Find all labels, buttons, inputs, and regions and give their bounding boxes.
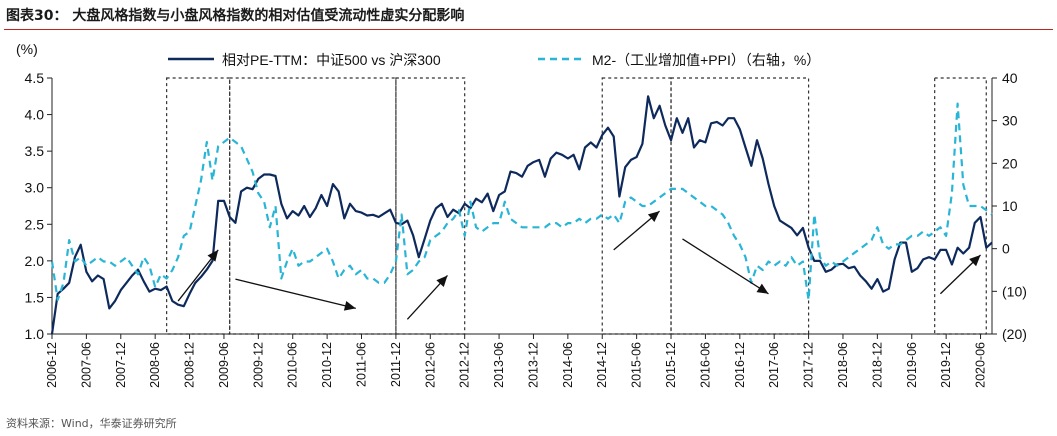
trend-arrow-head bbox=[207, 249, 219, 262]
x-tick-label: 2015-12 bbox=[664, 342, 678, 388]
trend-arrow-head bbox=[756, 283, 769, 294]
x-tick-label: 2008-12 bbox=[183, 342, 197, 388]
x-tick-label: 2012-12 bbox=[458, 342, 472, 388]
x-tick-label: 2011-06 bbox=[355, 342, 369, 387]
x-tick-label: 2007-06 bbox=[79, 342, 93, 388]
highlight-box bbox=[229, 77, 397, 335]
title-rule bbox=[4, 29, 1053, 30]
x-tick-label: 2013-06 bbox=[492, 342, 506, 388]
trend-arrow-head bbox=[647, 211, 660, 223]
y-left-unit-label: (%) bbox=[16, 41, 38, 57]
series-lines bbox=[50, 95, 993, 335]
x-tick-label: 2014-06 bbox=[561, 342, 575, 388]
figure-title: 图表30： 大盘风格指数与小盘风格指数的相对估值受流动性虚实分配影响 bbox=[6, 8, 465, 24]
trend-arrow-line bbox=[235, 278, 356, 310]
x-tick-label: 2017-12 bbox=[802, 342, 816, 388]
x-tick-label: 2013-12 bbox=[526, 342, 540, 388]
x-tick-label: 2014-12 bbox=[595, 342, 609, 388]
x-tick-label: 2016-12 bbox=[733, 342, 747, 388]
y-right-tick-label: 20 bbox=[1002, 155, 1018, 171]
trend-arrows bbox=[177, 210, 981, 320]
legend: 相对PE-TTM：中证500 vs 沪深300 M2-（工业增加值+PPI）（右… bbox=[168, 52, 820, 68]
x-tick-label: 2012-06 bbox=[423, 342, 437, 388]
highlight-box bbox=[934, 77, 987, 335]
source-note: 资料来源：Wind，华泰证券研究所 bbox=[6, 417, 177, 430]
x-tick-label: 2020-06 bbox=[974, 342, 988, 388]
y-right-tick-label: 0 bbox=[1002, 241, 1010, 257]
y-right-tick-label: 10 bbox=[1002, 198, 1018, 214]
axes: 1.0 1.5 2.0 2.5 3.0 3.5 4.0 4.5 (20) (10) 0 10 20 30 4… bbox=[25, 70, 1027, 388]
trend-arrow-line bbox=[682, 238, 769, 295]
trend-arrow-head bbox=[343, 300, 356, 311]
legend-label-m2: M2-（工业增加值+PPI）（右轴，%） bbox=[592, 52, 820, 68]
x-tick-label: 2015-06 bbox=[630, 342, 644, 388]
trend-arrow-head bbox=[969, 255, 981, 267]
x-tick-label: 2017-06 bbox=[767, 342, 781, 388]
x-tick-label: 2007-12 bbox=[114, 342, 128, 388]
series-line-relative-pe bbox=[50, 95, 993, 335]
highlight-boxes bbox=[166, 77, 987, 335]
x-tick-label: 2018-12 bbox=[870, 342, 884, 388]
y-left-tick-label: 3.0 bbox=[25, 180, 45, 196]
y-right-tick-label: (10) bbox=[1002, 283, 1027, 299]
y-left-tick-label: 1.0 bbox=[25, 326, 45, 342]
x-tick-label: 2019-06 bbox=[905, 342, 919, 388]
y-left-tick-label: 3.5 bbox=[25, 143, 45, 159]
x-tick-label: 2008-06 bbox=[148, 342, 162, 388]
y-left-tick-label: 2.5 bbox=[25, 216, 45, 232]
y-right-tick-label: 40 bbox=[1002, 70, 1018, 86]
x-tick-label: 2018-06 bbox=[836, 342, 850, 388]
highlight-box bbox=[670, 77, 810, 335]
y-right-tick-label: 30 bbox=[1002, 113, 1018, 129]
series-line-m2-gap bbox=[50, 102, 993, 301]
x-tick-label: 2019-12 bbox=[939, 342, 953, 388]
x-tick-label: 2010-06 bbox=[286, 342, 300, 388]
highlight-box bbox=[395, 77, 466, 335]
x-tick-label: 2010-12 bbox=[320, 342, 334, 388]
y-left-tick-label: 4.0 bbox=[25, 107, 45, 123]
highlight-box bbox=[601, 77, 672, 335]
trend-arrow-head bbox=[436, 275, 448, 287]
x-tick-label: 2006-12 bbox=[45, 342, 59, 388]
y-left-tick-label: 1.5 bbox=[25, 289, 45, 305]
x-tick-label: 2011-12 bbox=[389, 342, 403, 387]
x-tick-label: 2016-06 bbox=[698, 342, 712, 388]
x-tick-label: 2009-12 bbox=[251, 342, 265, 388]
y-right-tick-label: (20) bbox=[1002, 326, 1027, 342]
highlight-box bbox=[166, 77, 231, 335]
x-tick-label: 2009-06 bbox=[217, 342, 231, 388]
legend-label-pe: 相对PE-TTM：中证500 vs 沪深300 bbox=[222, 52, 441, 68]
y-left-tick-label: 4.5 bbox=[25, 70, 45, 86]
y-left-tick-label: 2.0 bbox=[25, 253, 45, 269]
